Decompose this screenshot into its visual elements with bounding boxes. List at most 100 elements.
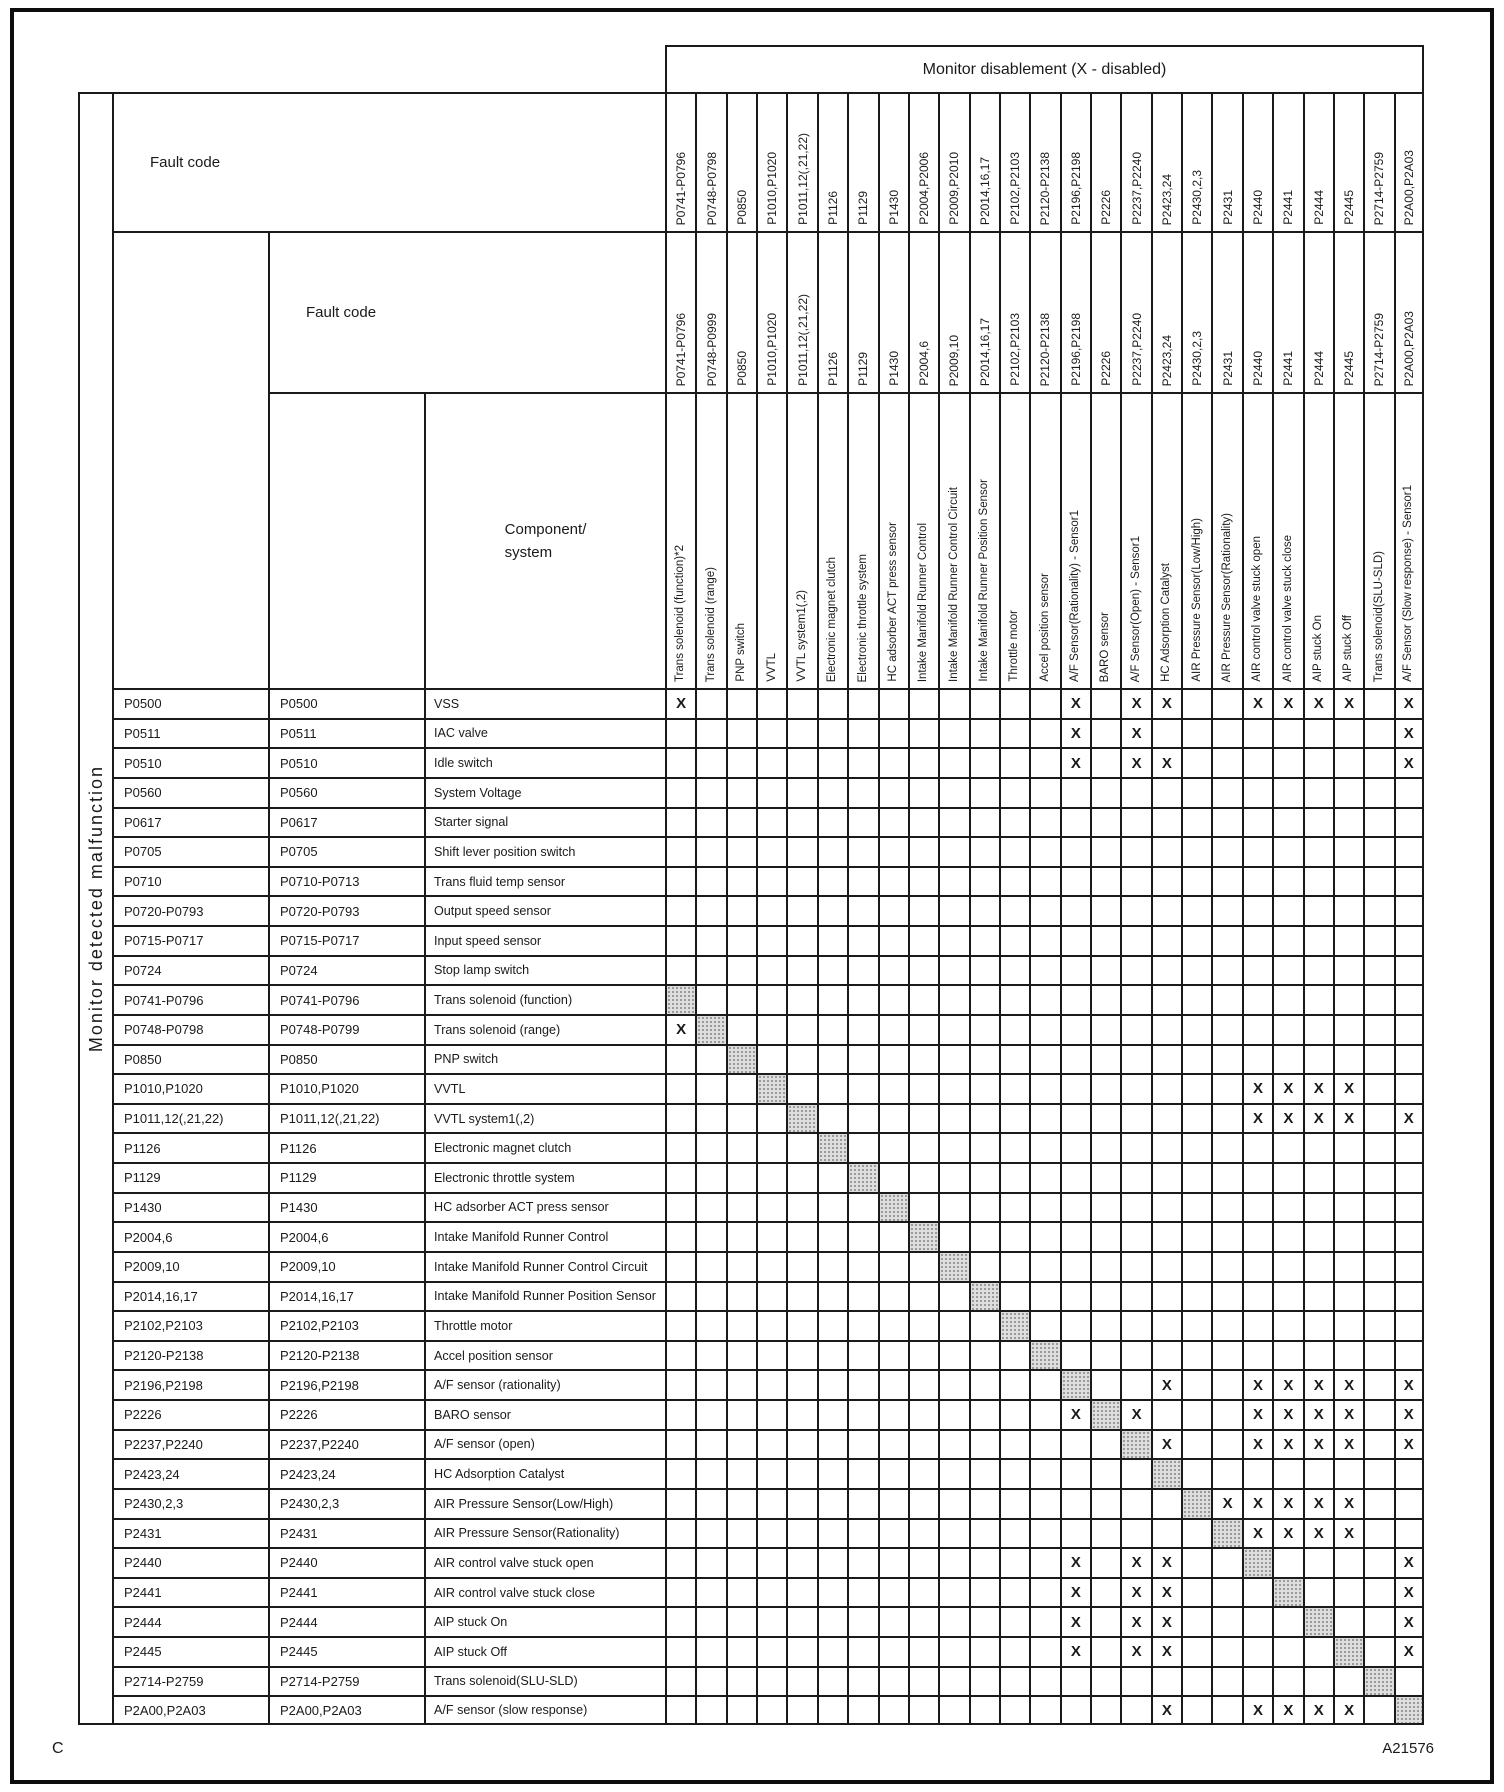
matrix-cell	[1090, 776, 1121, 807]
matrix-cell	[1393, 1191, 1424, 1222]
component-cell: VSS	[424, 688, 665, 718]
matrix-cell	[1059, 776, 1091, 807]
matrix-cell	[786, 1399, 817, 1429]
x-mark: X	[1222, 1495, 1233, 1513]
x-mark: X	[1253, 1524, 1264, 1542]
self-diagonal-cell	[1332, 1636, 1364, 1666]
fault-code-cell-2: P2440	[268, 1547, 424, 1577]
column-component: VVTL system1(,2)	[786, 392, 817, 688]
matrix-cell	[1059, 836, 1091, 866]
matrix-cell	[1393, 1280, 1424, 1311]
matrix-cell	[1090, 1339, 1121, 1370]
column-component-label: Intake Manifold Runner Control Circuit	[947, 487, 960, 682]
matrix-cell	[1211, 1695, 1242, 1725]
matrix-cell	[877, 806, 908, 837]
matrix-cell	[1272, 1339, 1303, 1370]
matrix-cell	[1029, 895, 1060, 925]
self-diagonal-cell	[938, 1250, 969, 1281]
matrix-cell	[1181, 1636, 1212, 1666]
matrix-cell	[1059, 1073, 1091, 1103]
self-diagonal-cell	[756, 1073, 787, 1103]
matrix-cell	[1332, 954, 1364, 985]
fault-code-cell-1: P1430	[112, 1191, 268, 1222]
matrix-cell	[1150, 806, 1182, 837]
matrix-cell	[1241, 1132, 1273, 1162]
x-mark: X	[1161, 1435, 1172, 1453]
matrix-cell	[756, 1636, 787, 1666]
matrix-cell	[968, 1043, 999, 1074]
matrix-cell	[877, 1636, 908, 1666]
table-row: P2196,P2198 P2196,P2198 A/F sensor (ration…	[112, 1369, 1424, 1399]
matrix-cell	[998, 717, 1030, 748]
column-code-mid: P1011,12(,21,22)	[786, 231, 817, 392]
matrix-cell	[1181, 1132, 1212, 1162]
matrix-cell	[695, 865, 726, 896]
matrix-cell	[877, 688, 908, 718]
column-code-mid: P2196,P2198	[1059, 231, 1091, 392]
matrix-cell	[695, 925, 726, 955]
matrix-cell	[847, 1487, 878, 1518]
fault-code-cell-1: P0500	[112, 688, 268, 718]
column-code-top: P2004,P2006	[907, 92, 939, 231]
matrix-cell	[1059, 1517, 1091, 1548]
fault-code-cell-2: P0510	[268, 747, 424, 777]
table-row: P0500 P0500 VSS X X X X X X X X X	[112, 688, 1424, 718]
matrix-cell	[1211, 925, 1242, 955]
matrix-cell	[847, 1369, 878, 1399]
column-component-label: Trans solenoid(SLU-SLD)	[1372, 550, 1385, 682]
matrix-cell	[1393, 954, 1424, 985]
x-mark: X	[1403, 1584, 1414, 1602]
matrix-cell	[1120, 1280, 1151, 1311]
column-code-top-label: P2714-P2759	[1372, 151, 1387, 225]
column-code-mid: P2440	[1241, 231, 1273, 392]
matrix-cell	[756, 865, 787, 896]
matrix-cell	[1272, 895, 1303, 925]
table-row: P0617 P0617 Starter signal	[112, 806, 1424, 837]
matrix-cell	[938, 1339, 969, 1370]
matrix-cell	[968, 1695, 999, 1725]
matrix-cell	[1302, 1250, 1333, 1281]
matrix-cell: X	[1332, 1428, 1364, 1459]
column-code-top-label: P2014,16,17	[977, 156, 992, 225]
component-cell: VVTL system1(,2)	[424, 1102, 665, 1133]
matrix-cell	[907, 747, 939, 777]
matrix-cell	[907, 776, 939, 807]
matrix-cell	[756, 954, 787, 985]
matrix-cell	[968, 1606, 999, 1636]
matrix-cell	[665, 1636, 696, 1666]
matrix-cell	[1181, 865, 1212, 896]
matrix-cell	[1332, 1339, 1364, 1370]
matrix-cell	[756, 895, 787, 925]
matrix-cell	[1181, 717, 1212, 748]
matrix-cell	[1029, 954, 1060, 985]
matrix-cell	[907, 865, 939, 896]
matrix-cell	[938, 865, 969, 896]
self-diagonal-cell	[725, 1043, 757, 1074]
column-code-mid: P2431	[1211, 231, 1242, 392]
column-code-mid-label: P2440	[1251, 351, 1265, 386]
matrix-cell	[725, 1369, 757, 1399]
code-header-row-top: P0741-P0796 P0748-P0798 P0850 P1010,P1020 P1…	[665, 92, 1424, 231]
matrix-cell	[907, 717, 939, 748]
matrix-cell: X	[1393, 688, 1424, 718]
matrix-cell	[968, 1517, 999, 1548]
matrix-cell	[1059, 806, 1091, 837]
matrix-cell	[1272, 1606, 1303, 1636]
matrix-cell	[938, 1547, 969, 1577]
matrix-cell	[1029, 688, 1060, 718]
matrix-cell	[1302, 1280, 1333, 1311]
matrix-cell	[665, 1576, 696, 1607]
matrix-cell	[1241, 1191, 1273, 1222]
column-component: A/F Sensor (Slow response) - Sensor1	[1393, 392, 1424, 688]
matrix-cell	[877, 1280, 908, 1311]
matrix-cell: X	[1302, 1695, 1333, 1725]
matrix-cell	[695, 1310, 726, 1340]
column-code-mid: P1430	[877, 231, 908, 392]
table-row: P1010,P1020 P1010,P1020 VVTL X X X X	[112, 1073, 1424, 1103]
matrix-cell	[756, 984, 787, 1014]
column-component-label: Trans solenoid (range)	[704, 566, 717, 682]
matrix-cell	[1302, 984, 1333, 1014]
column-code-mid-label: P2714-P2759	[1372, 312, 1387, 386]
x-mark: X	[1403, 1435, 1414, 1453]
matrix-cell	[968, 954, 999, 985]
